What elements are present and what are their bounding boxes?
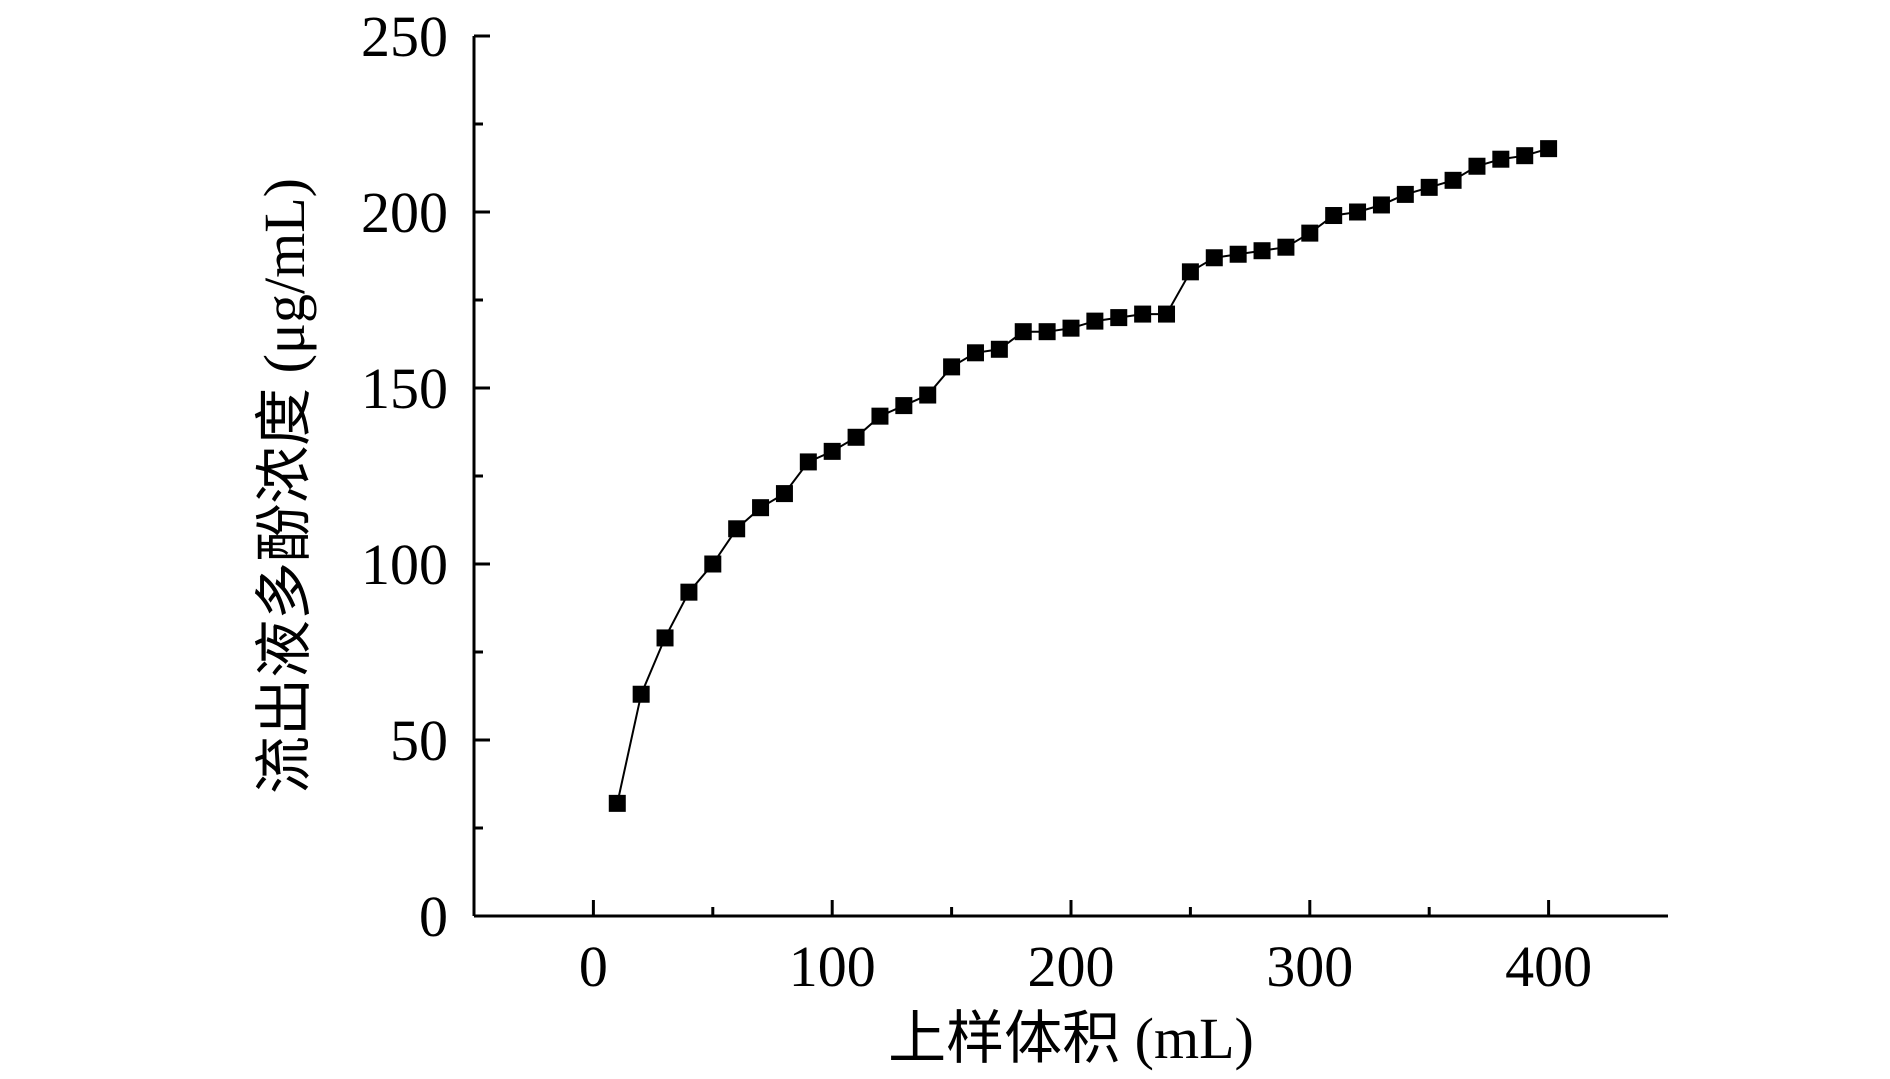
y-axis-ticks: 0 50 100 150 200 250: [361, 4, 490, 949]
data-point-marker: [1372, 196, 1390, 214]
data-point-marker: [1325, 207, 1343, 225]
data-point-marker: [871, 407, 889, 425]
data-point-marker: [1158, 305, 1176, 323]
data-point-marker: [1301, 224, 1319, 242]
data-point-marker: [1062, 319, 1080, 337]
x-tick-label: 200: [1028, 934, 1115, 999]
y-tick-label: 100: [361, 532, 448, 597]
data-point-marker: [1468, 157, 1486, 175]
data-point-marker: [1205, 249, 1223, 267]
x-tick-label: 100: [789, 934, 876, 999]
data-point-marker: [1134, 305, 1152, 323]
y-axis-title: 流出液多酚浓度 (μg/mL): [252, 178, 317, 794]
data-point-marker: [895, 397, 913, 415]
data-point-marker: [1277, 238, 1295, 256]
x-tick-label: 300: [1266, 934, 1353, 999]
data-point-marker: [1086, 312, 1104, 330]
data-point-marker: [847, 428, 865, 446]
y-tick-label: 150: [361, 356, 448, 421]
y-tick-label: 50: [390, 708, 448, 773]
series-line: [616, 147, 1549, 804]
data-point-marker: [1181, 263, 1199, 281]
data-point-marker: [990, 340, 1008, 358]
data-point-marker: [680, 583, 698, 601]
plot-area: 0 100 200 300 400 0 50 100 150 200 250: [361, 4, 1668, 999]
data-point-marker: [1444, 171, 1462, 189]
data-point-marker: [775, 485, 793, 503]
data-point-marker: [1229, 245, 1247, 263]
data-point-marker: [1492, 150, 1510, 168]
data-point-marker: [704, 555, 722, 573]
data-point-marker: [1110, 309, 1128, 327]
data-point-marker: [1038, 323, 1056, 341]
x-axis-ticks: 0 100 200 300 400: [579, 900, 1592, 999]
data-point-marker: [632, 685, 650, 703]
data-point-marker: [1540, 140, 1558, 158]
data-point-marker: [919, 386, 937, 404]
data-point-marker: [656, 629, 674, 647]
data-point-marker: [1014, 323, 1032, 341]
data-point-marker: [966, 344, 984, 362]
data-point-marker: [943, 358, 961, 376]
y-tick-label: 250: [361, 4, 448, 69]
data-point-marker: [1253, 242, 1271, 260]
data-point-marker: [1396, 185, 1414, 203]
y-tick-label: 200: [361, 180, 448, 245]
data-point-marker: [1420, 178, 1438, 196]
x-axis-title: 上样体积 (mL): [888, 1006, 1254, 1071]
x-tick-label: 0: [579, 934, 608, 999]
data-point-marker: [608, 794, 626, 812]
data-point-marker: [799, 453, 817, 471]
data-point-marker: [728, 520, 746, 538]
data-point-marker: [1516, 147, 1534, 165]
data-point-marker: [752, 499, 770, 517]
series-layer: [608, 140, 1558, 812]
y-tick-label: 0: [419, 884, 448, 949]
x-tick-label: 400: [1505, 934, 1592, 999]
data-point-marker: [823, 442, 841, 460]
data-point-marker: [1349, 203, 1367, 221]
